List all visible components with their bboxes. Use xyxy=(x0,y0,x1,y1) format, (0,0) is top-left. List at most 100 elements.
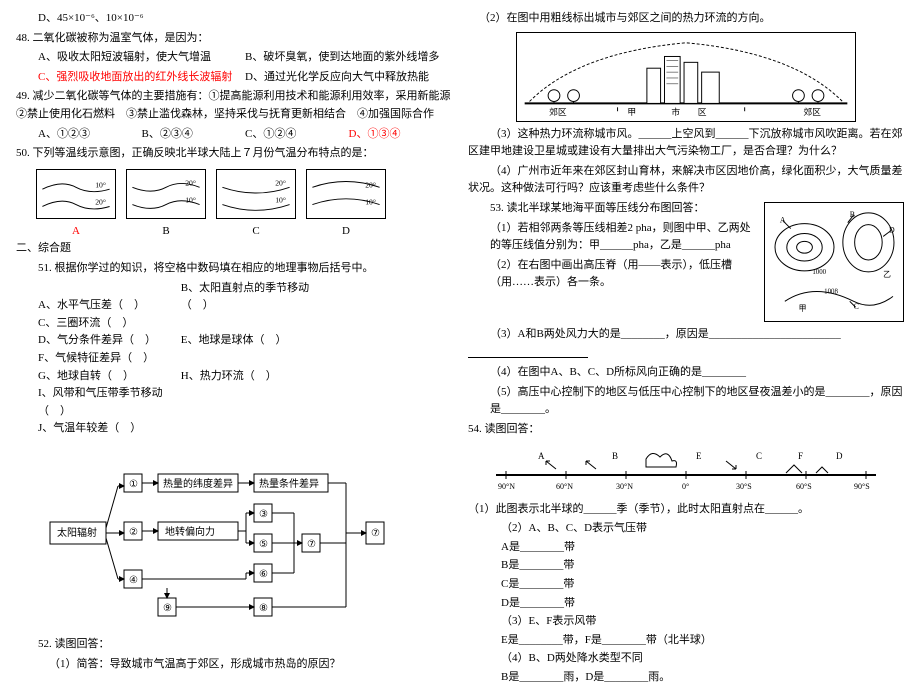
q51-c: C、三圈环流（ ） xyxy=(38,315,178,333)
q50-panel-a: 10° 20° xyxy=(36,169,116,219)
q54-BD: B是________雨，D是________雨。 xyxy=(501,669,904,686)
q51-f: F、气候特征差异（ ） xyxy=(38,350,178,368)
q51-stem: 51. 根据你学过的知识，将空格中数码填在相应的地理事物后括号中。 xyxy=(16,260,452,278)
q49-d: D、①③④ xyxy=(349,126,453,144)
q48-c: C、强烈吸收地面放出的红外线长波辐射 xyxy=(38,69,245,87)
svg-text:20°: 20° xyxy=(365,180,376,189)
q50-panel-d: 20° 10° xyxy=(306,169,386,219)
q52-p3: （3）这种热力环流称城市风。______上空风到______下沉放称城市风吹距离… xyxy=(468,126,904,161)
q52-p2: （2）在图中用粗线标出城市与郊区之间的热力环流的方向。 xyxy=(479,10,904,28)
city-illustration: 郊区 甲 市 区 郊区 xyxy=(516,32,856,122)
q50-label-b: B xyxy=(126,223,206,241)
q50-label-d: D xyxy=(306,223,386,241)
q50-panels: 10° 20° 20° 10° 20° 10° 20 xyxy=(36,169,452,219)
q54-B: B是________带 xyxy=(501,557,904,575)
svg-text:90°S: 90°S xyxy=(854,482,870,491)
q51-g: G、地球自转（ ） xyxy=(38,368,178,386)
q48-a: A、吸收太阳短波辐射，使大气增温 xyxy=(38,49,245,67)
svg-text:20°: 20° xyxy=(95,197,106,206)
svg-text:郊区: 郊区 xyxy=(549,106,567,117)
q50-label-a: A xyxy=(36,223,116,241)
q52-p1: （1）简答：导致城市气温高于郊区，形成城市热岛的原因？ xyxy=(49,656,452,674)
svg-text:③: ③ xyxy=(259,509,268,520)
svg-text:0°: 0° xyxy=(682,482,689,491)
svg-text:D: D xyxy=(836,451,843,461)
q48-stem: 48. 二氧化碳被称为温室气体，是因为： xyxy=(16,30,452,48)
svg-text:甲: 甲 xyxy=(627,107,636,117)
q51-e: E、地球是球体（ ） xyxy=(181,332,321,350)
left-column: D、45×10⁻⁶、10×10⁻⁶ 48. 二氧化碳被称为温室气体，是因为： A… xyxy=(8,10,460,627)
svg-text:②: ② xyxy=(129,527,138,538)
svg-text:1000: 1000 xyxy=(812,269,826,276)
svg-text:30°N: 30°N xyxy=(616,482,633,491)
svg-text:D: D xyxy=(889,225,895,234)
svg-text:⑧: ⑧ xyxy=(259,603,268,614)
q51-b: B、太阳直射点的季节移动（ ） xyxy=(181,280,321,315)
svg-text:①: ① xyxy=(129,479,138,490)
svg-text:1008: 1008 xyxy=(824,288,838,295)
q52-num: 52. 读图回答： xyxy=(16,636,452,654)
svg-text:10°: 10° xyxy=(95,180,106,189)
svg-text:热量条件差异: 热量条件差异 xyxy=(259,477,319,490)
isobar-map: A B D 乙 C 甲 1008 1000 xyxy=(764,202,904,322)
q53-p3: （3）A和B两处风力大的是________，原因是_______________… xyxy=(490,326,904,344)
q49-c: C、①②④ xyxy=(245,126,349,144)
svg-text:90°N: 90°N xyxy=(498,482,515,491)
svg-text:10°: 10° xyxy=(365,197,376,206)
svg-text:市 区: 市 区 xyxy=(671,106,706,117)
svg-text:⑥: ⑥ xyxy=(259,569,268,580)
q48-row1: A、吸收太阳短波辐射，使大气增温 B、破坏臭氧，使到达地面的紫外线增多 xyxy=(38,49,452,67)
q54-D: D是________带 xyxy=(501,595,904,613)
q54-p4: （4）B、D两处降水类型不同 xyxy=(501,650,904,668)
q54-p3: （3）E、F表示风带 xyxy=(501,613,904,631)
part2-heading: 二、综合题 xyxy=(16,240,452,258)
q49-opts: A、①②③ B、②③④ C、①②④ D、①③④ xyxy=(38,126,452,144)
q51-flowchart: 太阳辐射 ① ② ④ 热量的纬度差异 地转偏向力 ⑨ 热量条件差异 ③ ⑤ ⑥ … xyxy=(46,444,406,631)
q50-panel-c: 20° 10° xyxy=(216,169,296,219)
q50-label-c: C xyxy=(216,223,296,241)
q54-diagram: 90°N 60°N 30°N 0° 30°S 60°S 90°S AB EC F… xyxy=(486,445,886,495)
svg-text:10°: 10° xyxy=(275,195,286,204)
q53-p3-blank xyxy=(468,346,588,358)
q54-p2: （2）A、B、C、D表示气压带 xyxy=(501,520,904,538)
q51-opts: A、水平气压差（ ） B、太阳直射点的季节移动（ ） C、三圈环流（ ） D、气… xyxy=(38,280,452,438)
svg-text:B: B xyxy=(850,210,855,219)
q49-a: A、①②③ xyxy=(38,126,142,144)
svg-text:20°: 20° xyxy=(275,178,286,187)
svg-text:60°S: 60°S xyxy=(796,482,812,491)
svg-text:地转偏向力: 地转偏向力 xyxy=(165,525,215,538)
q54-p1: （1）此图表示北半球的______季（季节），此时太阳直射点在______。 xyxy=(468,501,904,519)
svg-text:60°N: 60°N xyxy=(556,482,573,491)
q51-a: A、水平气压差（ ） xyxy=(38,297,178,315)
q54-list: （2）A、B、C、D表示气压带 A是________带 B是________带 … xyxy=(501,520,904,686)
q50-stem: 50. 下列等温线示意图，正确反映北半球大陆上７月份气温分布特点的是： xyxy=(16,145,452,163)
svg-text:⑦: ⑦ xyxy=(371,528,380,539)
q54-A: A是________带 xyxy=(501,539,904,557)
svg-text:⑦: ⑦ xyxy=(307,539,316,550)
q51-i: I、风带和气压带季节移动（ ） xyxy=(38,385,178,420)
q50-panel-b: 20° 10° xyxy=(126,169,206,219)
svg-text:B: B xyxy=(612,451,618,461)
svg-text:太阳辐射: 太阳辐射 xyxy=(57,526,97,539)
svg-text:A: A xyxy=(538,451,545,461)
q49-b: B、②③④ xyxy=(142,126,246,144)
q48-d: D、通过光化学反应向大气中释放热能 xyxy=(245,69,452,87)
q53-block: A B D 乙 C 甲 1008 1000 53. 读北半球某地海平面等压线分布… xyxy=(468,200,904,326)
svg-text:④: ④ xyxy=(129,575,138,586)
svg-text:热量的纬度差异: 热量的纬度差异 xyxy=(163,477,233,490)
q54-stem: 54. 读图回答： xyxy=(468,421,904,439)
q51-d: D、气分条件差异（ ） xyxy=(38,332,178,350)
q50-labels: A B C D xyxy=(36,223,452,241)
q53-p5: （5）高压中心控制下的地区与低压中心控制下的地区昼夜温差小的是________，… xyxy=(490,384,904,419)
q52-p4: （4）广州市近年来在郊区封山育林，来解决市区因地价高，绿化面积少，大气质量差状况… xyxy=(468,163,904,198)
svg-text:C: C xyxy=(756,451,762,461)
svg-text:10°: 10° xyxy=(185,195,196,204)
right-column: （2）在图中用粗线标出城市与郊区之间的热力环流的方向。 郊区 甲 市 区 xyxy=(460,10,912,627)
q51-j: J、气温年较差（ ） xyxy=(38,420,178,438)
q48-row2: C、强烈吸收地面放出的红外线长波辐射 D、通过光化学反应向大气中释放热能 xyxy=(38,69,452,87)
svg-text:郊区: 郊区 xyxy=(803,106,821,117)
svg-text:30°S: 30°S xyxy=(736,482,752,491)
q53-p4: （4）在图中A、B、C、D所标风向正确的是________ xyxy=(490,364,904,382)
svg-text:⑤: ⑤ xyxy=(259,539,268,550)
q54-E: E是________带，F是________带（北半球） xyxy=(501,632,904,650)
